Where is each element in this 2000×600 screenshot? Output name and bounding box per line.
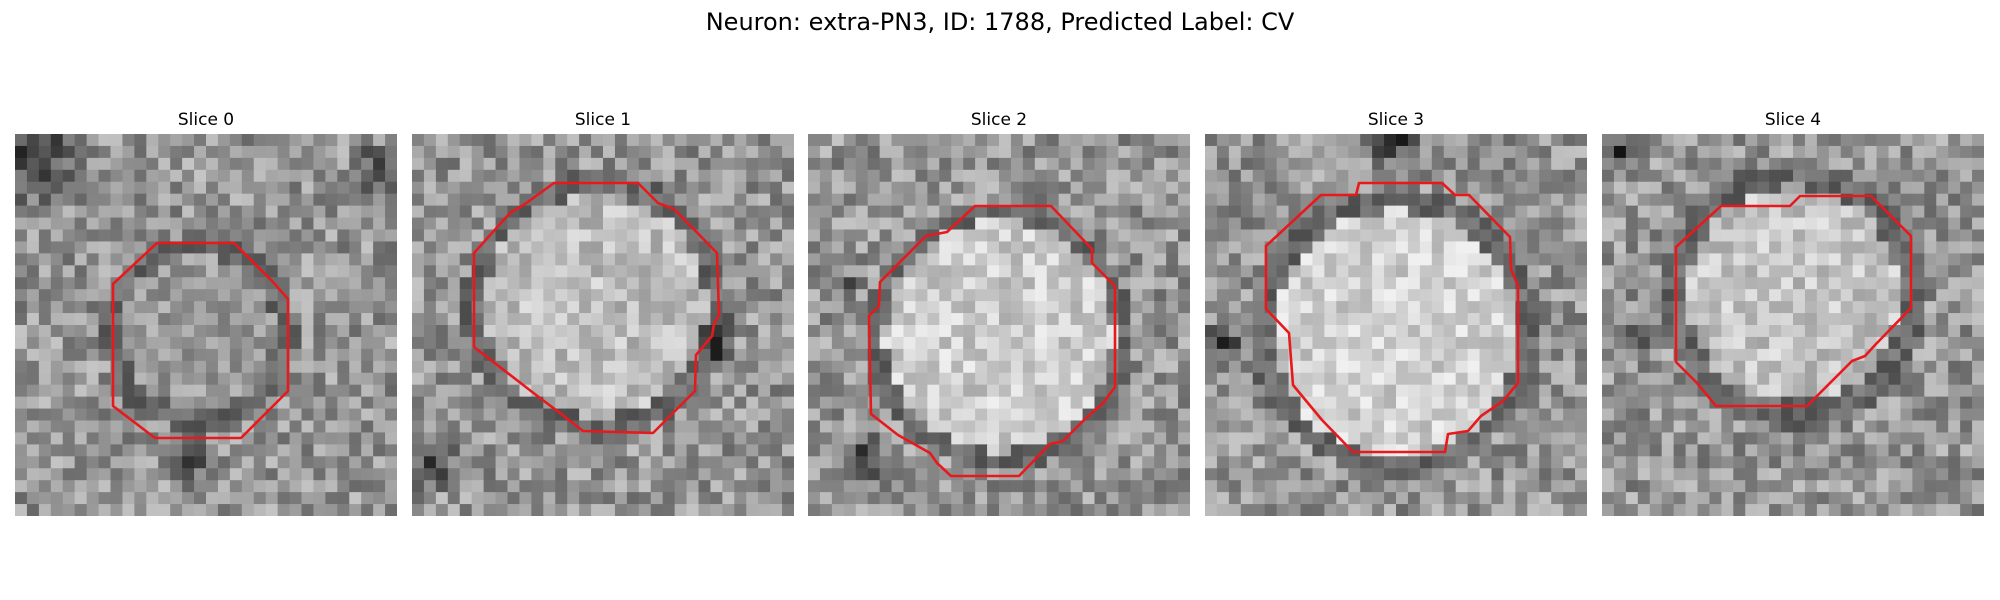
slice-image-3 bbox=[1205, 134, 1587, 516]
slice-image-2 bbox=[808, 134, 1190, 516]
slice-title-0: Slice 0 bbox=[15, 108, 397, 132]
figure-title: Neuron: extra-PN3, ID: 1788, Predicted L… bbox=[0, 6, 2000, 38]
slice-image-4 bbox=[1602, 134, 1984, 516]
slice-title-3: Slice 3 bbox=[1205, 108, 1587, 132]
slice-image-1 bbox=[412, 134, 794, 516]
slice-title-4: Slice 4 bbox=[1602, 108, 1984, 132]
slice-title-1: Slice 1 bbox=[412, 108, 794, 132]
slice-title-2: Slice 2 bbox=[808, 108, 1190, 132]
slice-image-0 bbox=[15, 134, 397, 516]
